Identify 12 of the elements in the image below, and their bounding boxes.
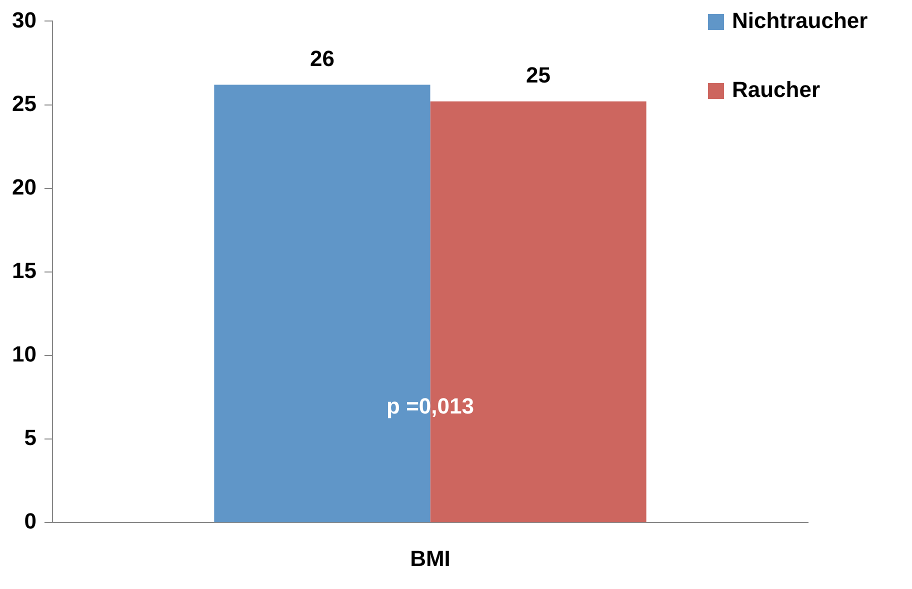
y-tick-label: 5: [24, 425, 36, 450]
y-tick-label: 0: [24, 508, 36, 534]
legend-label: Raucher: [732, 77, 820, 102]
data-label: 25: [526, 62, 551, 88]
y-tick-label: 10: [12, 342, 36, 367]
y-tick-label: 15: [12, 258, 36, 283]
y-tick-label: 30: [12, 7, 36, 32]
y-tick-label: 25: [12, 90, 36, 116]
x-tick-label: BMI: [410, 546, 450, 571]
y-tick-label: 20: [12, 174, 36, 200]
data-label: 26: [310, 46, 334, 71]
legend-label: Nichtraucher: [732, 8, 868, 34]
